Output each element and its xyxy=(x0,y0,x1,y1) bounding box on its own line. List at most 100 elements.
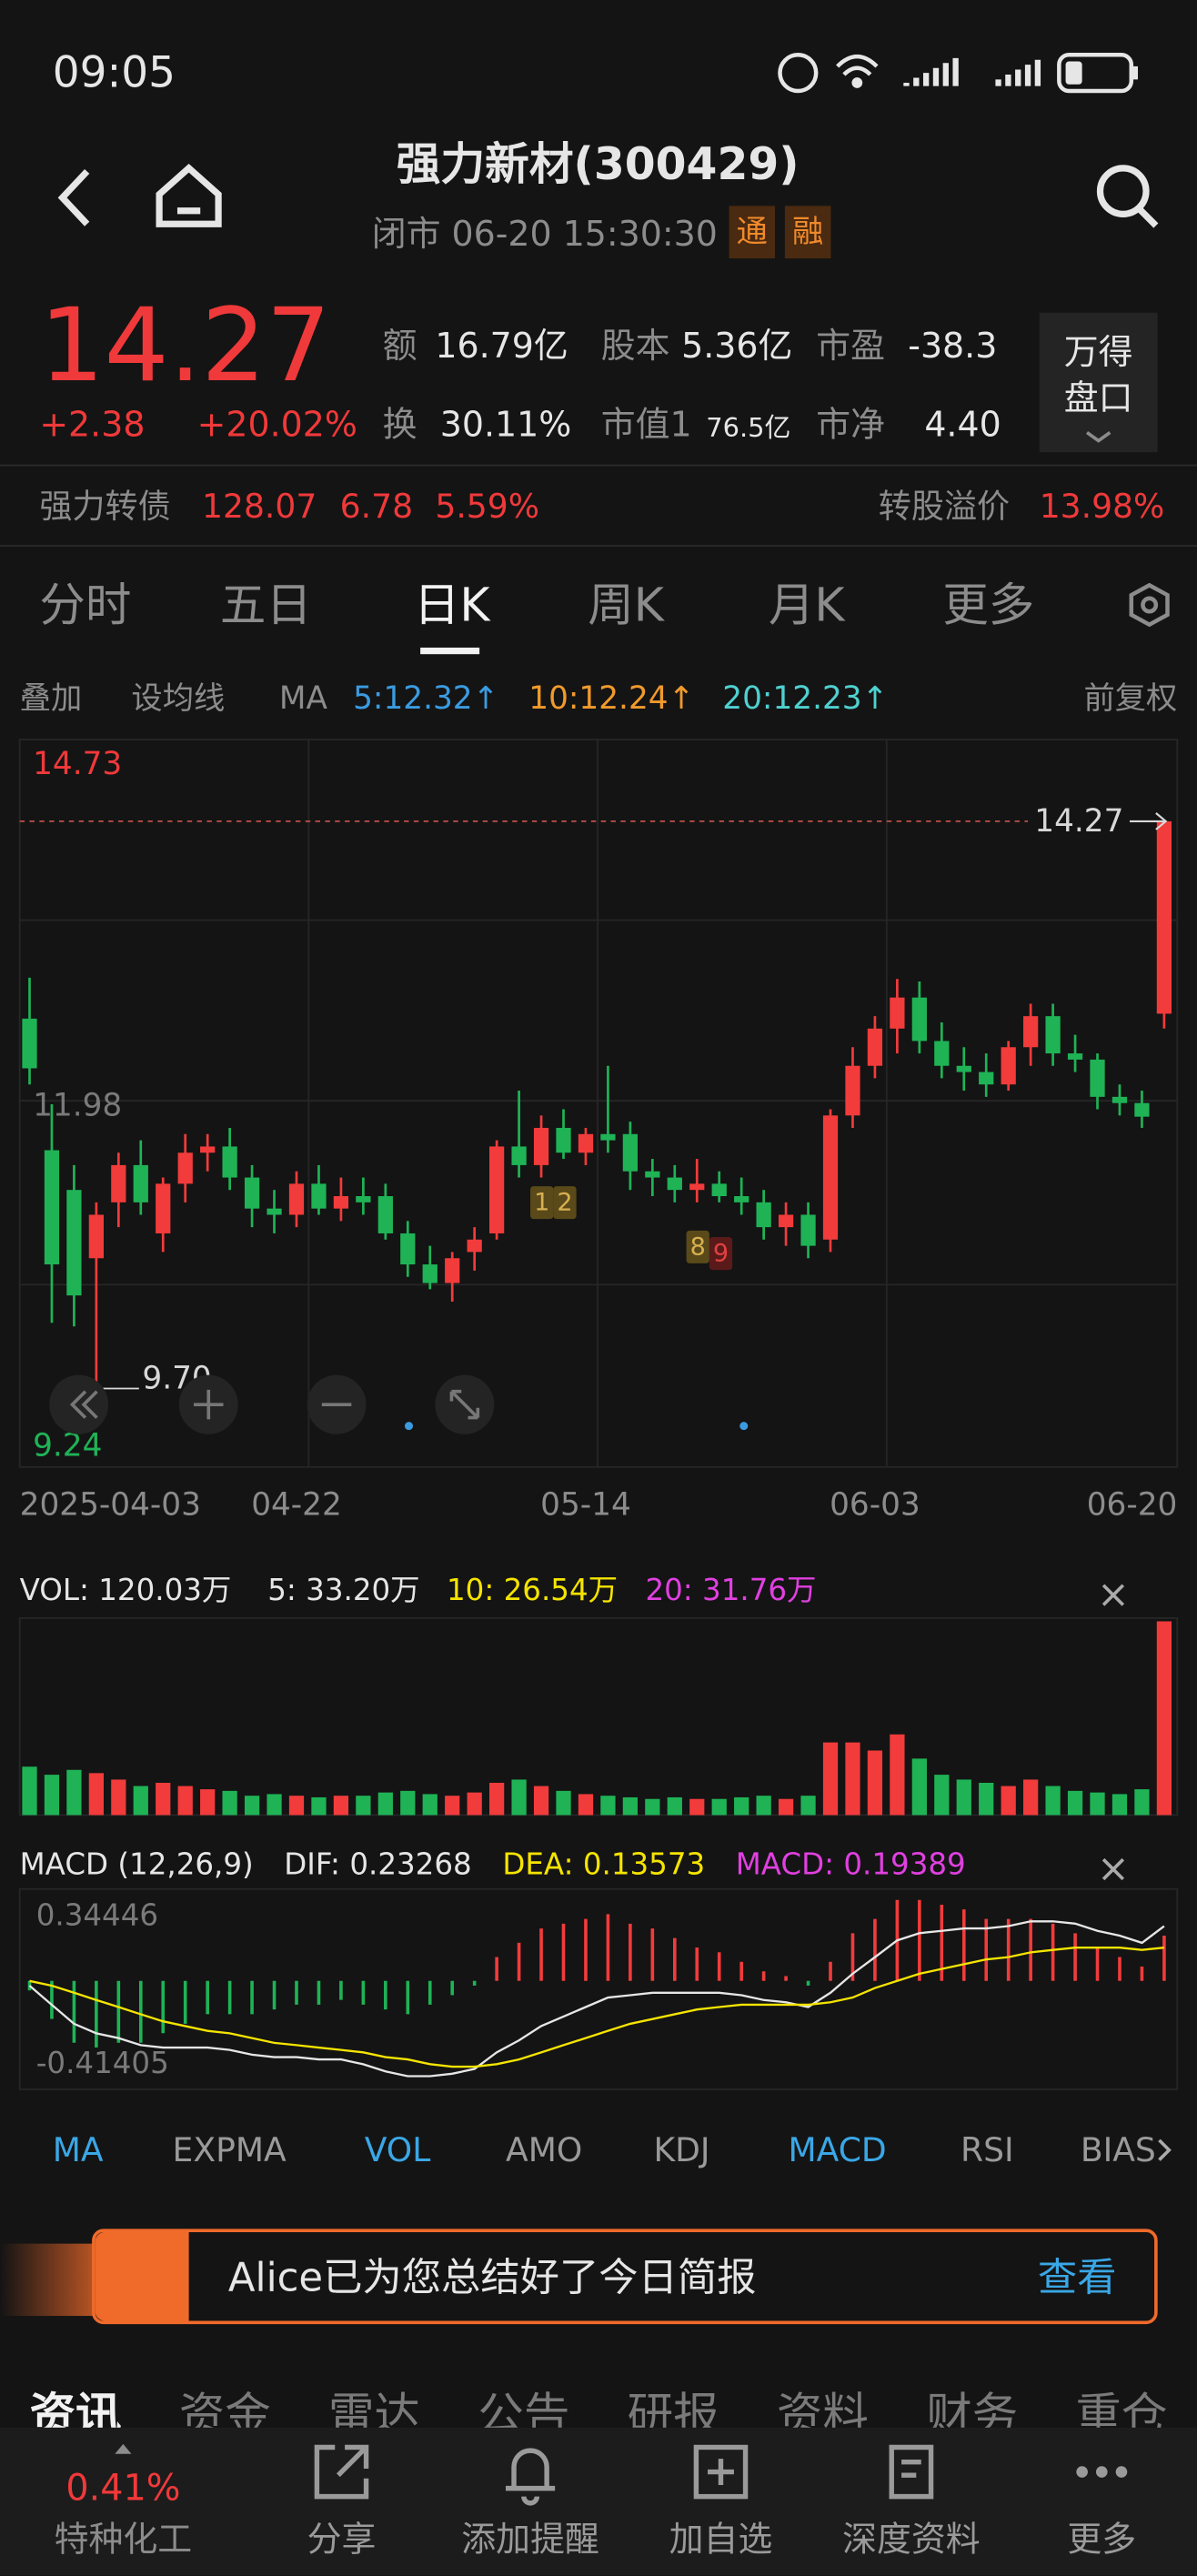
volume-bar xyxy=(333,1796,349,1816)
nav-item[interactable]: 添加提醒 xyxy=(461,2520,599,2560)
set-ma-button[interactable]: 设均线 xyxy=(131,680,225,717)
settings-button[interactable] xyxy=(1129,582,1170,628)
candle-body xyxy=(689,1183,705,1191)
indicator-tab[interactable]: MACD xyxy=(789,2130,887,2169)
candle-body xyxy=(1023,1016,1039,1048)
chart-grid xyxy=(18,739,1179,2090)
volume-bar xyxy=(689,1798,705,1816)
chevron xyxy=(1158,2138,1172,2161)
candle-body xyxy=(1067,1053,1083,1060)
indicator-tab[interactable]: RSI xyxy=(961,2130,1014,2169)
signal-marker-box xyxy=(709,1237,733,1271)
overlay-button[interactable]: 叠加 xyxy=(20,680,83,717)
price-chart: 9.24 11.98 14.73 2025-04-03 04-22 05-14 06-03 0… xyxy=(19,746,1178,1523)
period-tab[interactable]: 月K xyxy=(769,579,847,632)
chart-controls xyxy=(49,1374,749,1434)
volume-bar xyxy=(867,1750,883,1816)
period-tab[interactable]: 五日 xyxy=(220,579,312,632)
candle-body xyxy=(911,997,927,1041)
x-tick-label: 2025-04-03 xyxy=(20,1486,201,1523)
volume-bar xyxy=(822,1742,839,1816)
candle-body xyxy=(445,1258,460,1283)
back-button[interactable] xyxy=(57,168,90,226)
home-button[interactable] xyxy=(156,164,222,227)
indicator-tab[interactable]: AMO xyxy=(506,2130,582,2169)
candle-body xyxy=(244,1177,260,1209)
banner-action[interactable]: 查看 xyxy=(1038,2256,1117,2301)
period-tab[interactable]: 分时 xyxy=(39,579,131,632)
candle-body xyxy=(1090,1059,1105,1097)
period-tab[interactable]: 日K xyxy=(414,579,492,632)
volume-bar xyxy=(800,1796,816,1816)
candle-body xyxy=(44,1150,60,1265)
ma-values: 5:12.32↑ 10:12.24↑ 20:12.23↑ xyxy=(353,680,888,717)
stat-label: 股本 xyxy=(601,326,670,366)
candle-body xyxy=(1156,820,1172,1014)
volume-bar xyxy=(711,1798,727,1816)
candle-body xyxy=(1001,1047,1016,1085)
sector-name[interactable]: 特种化工 xyxy=(55,2520,193,2560)
signal-marker-box xyxy=(686,1230,709,1263)
stat-label: 换 xyxy=(383,404,417,444)
volume-bar xyxy=(422,1794,438,1816)
nav-item[interactable]: 加自选 xyxy=(669,2520,773,2560)
sector-change: 0.41% xyxy=(65,2468,180,2510)
nav-item[interactable]: 深度资料 xyxy=(842,2520,981,2560)
indicator-tab[interactable]: KDJ xyxy=(653,2130,709,2169)
signal-marker-box xyxy=(530,1186,554,1220)
macd-title: MACD (12,26,9) xyxy=(20,1847,254,1882)
candle-body xyxy=(467,1239,482,1253)
indicator-tab[interactable]: EXPMA xyxy=(173,2130,287,2169)
candle-body xyxy=(156,1183,171,1233)
scroll-left-button[interactable] xyxy=(49,1374,109,1434)
x-tick-label: 06-03 xyxy=(830,1486,920,1523)
tag-box xyxy=(784,206,831,259)
nav-item[interactable]: 更多 xyxy=(1067,2520,1136,2560)
period-tab[interactable]: 更多 xyxy=(942,579,1034,632)
tag: 通 xyxy=(737,214,768,250)
volume-bar xyxy=(288,1796,305,1816)
volume-bar xyxy=(133,1786,148,1816)
volume-bar xyxy=(622,1796,639,1816)
period-tab[interactable]: 周K xyxy=(588,579,666,632)
close-macd[interactable] xyxy=(1101,1857,1125,1881)
candle-body xyxy=(800,1214,816,1246)
stat-value: 16.79亿 xyxy=(435,326,568,366)
candle-body xyxy=(377,1196,393,1233)
depth-button[interactable] xyxy=(1039,312,1158,453)
last-price-box xyxy=(1028,801,1130,841)
volume-legend: 10: 26.54万 xyxy=(447,1573,618,1607)
close-volume[interactable] xyxy=(1101,1584,1125,1606)
volume-bar xyxy=(88,1773,104,1816)
candle-body xyxy=(333,1196,349,1209)
volume-bar xyxy=(934,1775,950,1816)
stat-value: 30.11% xyxy=(440,404,571,444)
volume-bar xyxy=(400,1790,416,1816)
indicator-tab[interactable]: BIAS xyxy=(1081,2130,1156,2169)
bond-change-pct: 5.59% xyxy=(435,487,539,526)
x-tick-label: 06-20 xyxy=(1087,1486,1178,1523)
volume-bar xyxy=(1067,1790,1083,1816)
volume-bar xyxy=(600,1796,616,1816)
search-button[interactable] xyxy=(1096,165,1159,228)
volume-bar xyxy=(22,1766,37,1816)
y-tick-label: 14.73 xyxy=(33,746,122,782)
volume-bar xyxy=(467,1792,482,1816)
volume-bar xyxy=(1112,1794,1128,1816)
indicator-tab[interactable]: MA xyxy=(53,2130,104,2169)
volume-bar xyxy=(311,1796,327,1816)
indicator-tab[interactable]: VOL xyxy=(365,2130,431,2169)
candle-body xyxy=(22,1018,37,1069)
candle-body xyxy=(489,1146,505,1233)
volume-bar xyxy=(556,1790,571,1816)
macd-legend: DIF: 0.23268 xyxy=(284,1847,471,1882)
volume-bar xyxy=(845,1742,860,1816)
adjust-button[interactable]: 前复权 xyxy=(1083,680,1177,717)
volume-bar xyxy=(244,1796,260,1816)
macd-chart: MACD (12,26,9) DIF: 0.23268 DEA: 0.13573 MA… xyxy=(20,1847,1166,2080)
nav-item[interactable]: 分享 xyxy=(307,2520,377,2560)
volume-bar xyxy=(1045,1786,1061,1816)
volume-bar xyxy=(1156,1621,1172,1816)
briefing-banner[interactable] xyxy=(92,2229,1158,2325)
